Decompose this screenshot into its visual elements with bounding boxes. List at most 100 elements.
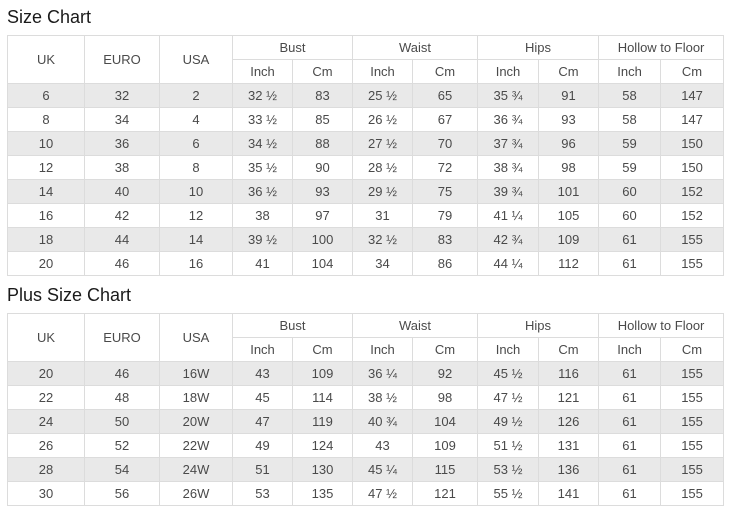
table-cell: 32 ½ — [352, 227, 414, 252]
header-group-cell: Hollow to Floor — [598, 35, 725, 60]
table-cell: 28 ½ — [352, 155, 414, 180]
table-cell: 58 — [598, 107, 662, 132]
table-cell: 97 — [291, 203, 354, 228]
table-cell: 53 ½ — [477, 457, 540, 482]
table-cell: 46 — [84, 251, 160, 276]
header-cell: EURO — [84, 313, 160, 362]
table-row: 24 50 20W 47 119 40 ¾ 104 49 ½ 126 61 155 — [7, 409, 725, 434]
table-cell: 112 — [538, 251, 600, 276]
table-cell: 90 — [291, 155, 354, 180]
header-unit-cell: Cm — [291, 337, 354, 362]
table-cell: 39 ½ — [232, 227, 293, 252]
table-cell: 100 — [291, 227, 354, 252]
header-unit-cell: Inch — [477, 59, 540, 84]
table-cell: 16W — [159, 361, 233, 386]
table-cell: 119 — [291, 409, 354, 434]
table-cell: 41 — [232, 251, 293, 276]
table-cell: 40 ¾ — [352, 409, 414, 434]
table-cell: 24 — [7, 409, 85, 434]
table-cell: 131 — [538, 433, 600, 458]
table-cell: 53 — [232, 481, 293, 506]
table-cell: 26 — [7, 433, 85, 458]
table-cell: 20W — [159, 409, 233, 434]
table-cell: 24W — [159, 457, 233, 482]
header-unit-cell: Cm — [412, 337, 479, 362]
table-cell: 32 — [84, 83, 160, 108]
table-cell: 116 — [538, 361, 600, 386]
plus-size-chart-table-header: UK EURO USA Bust Waist Hips Hollow to Floor Inc… — [7, 313, 725, 362]
table-cell: 31 — [352, 203, 414, 228]
table-cell: 50 — [84, 409, 160, 434]
header-unit-cell: Cm — [412, 59, 479, 84]
table-cell: 26W — [159, 481, 233, 506]
table-cell: 104 — [412, 409, 479, 434]
table-cell: 38 ½ — [352, 385, 414, 410]
table-cell: 136 — [538, 457, 600, 482]
table-cell: 37 ¾ — [477, 131, 540, 156]
table-cell: 61 — [598, 385, 662, 410]
table-cell: 22 — [7, 385, 85, 410]
table-cell: 10 — [159, 179, 233, 204]
table-cell: 32 ½ — [232, 83, 293, 108]
table-cell: 49 ½ — [477, 409, 540, 434]
table-cell: 124 — [291, 433, 354, 458]
header-row-units: Inch Cm Inch Cm Inch Cm Inch Cm — [8, 337, 725, 362]
table-cell: 72 — [412, 155, 479, 180]
table-cell: 96 — [538, 131, 600, 156]
header-group-cell: Hollow to Floor — [598, 313, 725, 338]
plus-size-chart-table: UK EURO USA Bust Waist Hips Hollow to Floor Inc… — [7, 313, 725, 506]
table-cell: 150 — [660, 131, 725, 156]
table-cell: 152 — [660, 179, 725, 204]
table-cell: 98 — [538, 155, 600, 180]
table-cell: 35 ¾ — [477, 83, 540, 108]
table-cell: 12 — [159, 203, 233, 228]
table-cell: 41 ¼ — [477, 203, 540, 228]
table-row: 26 52 22W 49 124 43 109 51 ½ 131 61 155 — [7, 433, 725, 458]
table-cell: 30 — [7, 481, 85, 506]
header-group-cell: Hips — [477, 35, 600, 60]
table-cell: 70 — [412, 131, 479, 156]
table-cell: 45 — [232, 385, 293, 410]
table-cell: 65 — [412, 83, 479, 108]
table-cell: 29 ½ — [352, 179, 414, 204]
header-unit-cell: Cm — [660, 337, 725, 362]
table-cell: 44 — [84, 227, 160, 252]
table-cell: 114 — [291, 385, 354, 410]
table-cell: 28 — [7, 457, 85, 482]
table-cell: 35 ½ — [232, 155, 293, 180]
table-cell: 155 — [660, 385, 725, 410]
table-cell: 101 — [538, 179, 600, 204]
table-cell: 109 — [412, 433, 479, 458]
header-group-cell: Hips — [477, 313, 600, 338]
table-cell: 141 — [538, 481, 600, 506]
table-cell: 155 — [660, 227, 725, 252]
table-cell: 155 — [660, 481, 725, 506]
table-cell: 155 — [660, 457, 725, 482]
table-cell: 155 — [660, 251, 725, 276]
header-row-groups: UK EURO USA Bust Waist Hips Hollow to Floor — [7, 313, 725, 362]
table-cell: 45 ¼ — [352, 457, 414, 482]
table-cell: 61 — [598, 361, 662, 386]
table-cell: 61 — [598, 409, 662, 434]
table-cell: 14 — [159, 227, 233, 252]
table-cell: 91 — [538, 83, 600, 108]
table-cell: 38 — [232, 203, 293, 228]
table-cell: 18 — [7, 227, 85, 252]
table-cell: 38 ¾ — [477, 155, 540, 180]
table-cell: 36 ½ — [232, 179, 293, 204]
table-cell: 26 ½ — [352, 107, 414, 132]
table-cell: 49 — [232, 433, 293, 458]
table-cell: 34 ½ — [232, 131, 293, 156]
table-cell: 36 ¾ — [477, 107, 540, 132]
table-cell: 155 — [660, 361, 725, 386]
table-cell: 88 — [291, 131, 354, 156]
table-cell: 86 — [412, 251, 479, 276]
table-cell: 36 ¼ — [352, 361, 414, 386]
table-cell: 16 — [7, 203, 85, 228]
table-cell: 55 ½ — [477, 481, 540, 506]
table-cell: 34 — [352, 251, 414, 276]
table-cell: 6 — [159, 131, 233, 156]
table-cell: 14 — [7, 179, 85, 204]
header-cell: EURO — [84, 35, 160, 84]
